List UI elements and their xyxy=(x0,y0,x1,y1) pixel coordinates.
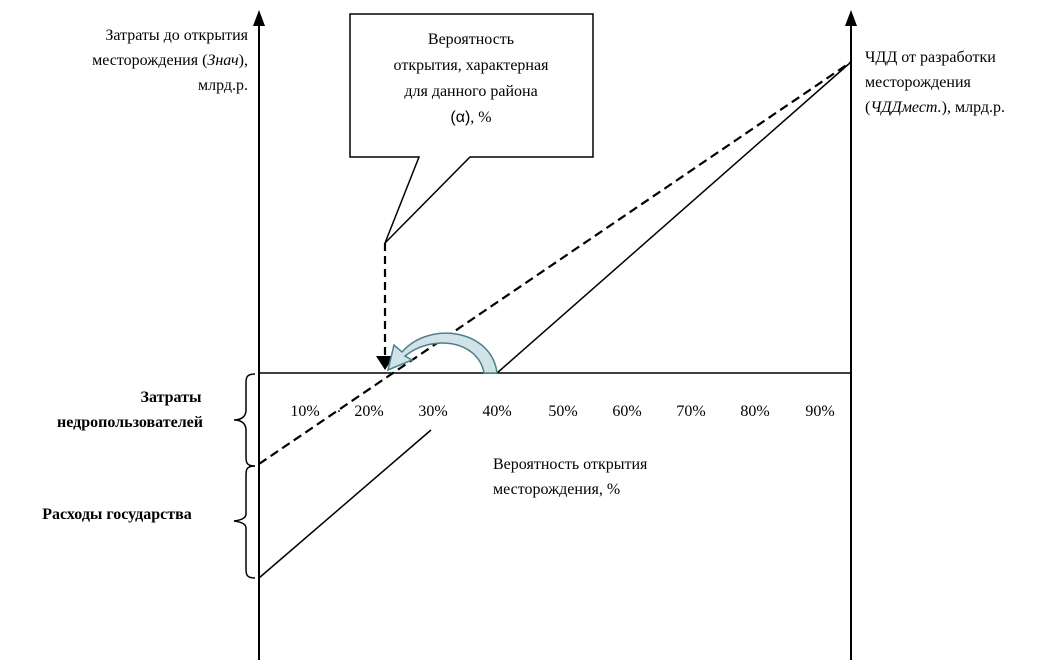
x-tick-labels: 10% 20% 30% 40% 50% 60% 70% 80% 90% xyxy=(290,403,834,420)
brace-users xyxy=(233,373,256,467)
right-axis-arrowhead xyxy=(845,10,857,26)
left-axis-label-line1: Затраты до открытия xyxy=(105,27,248,44)
left-axis-arrowhead xyxy=(253,10,265,26)
callout-line3: для данного района xyxy=(404,83,537,100)
callout-box xyxy=(349,13,594,244)
brace-users-label-line2: недропользователей xyxy=(57,414,203,431)
left-axis-label-line3: млрд.р. xyxy=(198,77,248,94)
x-tick-label: 50% xyxy=(548,403,577,420)
solid-line-lower xyxy=(258,429,432,579)
x-tick-label: 40% xyxy=(482,403,511,420)
curved-arrow xyxy=(386,332,498,374)
right-axis-label-line1: ЧДД от разработки xyxy=(865,49,996,66)
callout-line1: Вероятность xyxy=(428,31,514,48)
right-axis-label-line3: (ЧДДмест.), млрд.р. xyxy=(865,99,1005,116)
x-axis-label-line1: Вероятность открытия xyxy=(493,456,648,473)
x-tick-label: 90% xyxy=(805,403,834,420)
callout-line2: открытия, характерная xyxy=(394,57,550,74)
dashed-line xyxy=(258,61,852,465)
right-axis-label-line2: месторождения xyxy=(865,74,972,91)
tick-separator-dot: . xyxy=(337,399,341,416)
brace-state xyxy=(233,465,256,579)
x-tick-label: 20% xyxy=(354,403,383,420)
x-tick-label: 30% xyxy=(418,403,447,420)
solid-line-upper xyxy=(496,61,852,374)
x-tick-label: 60% xyxy=(612,403,641,420)
x-axis-label-line2: месторождения, % xyxy=(493,481,620,498)
brace-state-label: Расходы государства xyxy=(42,506,192,523)
x-tick-label: 70% xyxy=(676,403,705,420)
callout-line4: (α), % xyxy=(450,109,491,126)
left-axis-label-line2: месторождения (Знач), xyxy=(92,52,248,69)
x-tick-label: 80% xyxy=(740,403,769,420)
callout-drop-arrowhead xyxy=(376,356,394,370)
brace-users-label-line1: Затраты xyxy=(141,389,202,406)
x-tick-label: 10% xyxy=(290,403,319,420)
